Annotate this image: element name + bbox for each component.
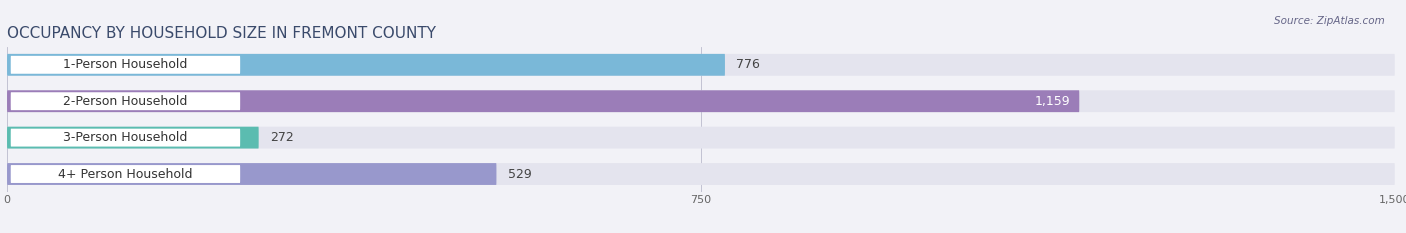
FancyBboxPatch shape xyxy=(7,163,496,185)
Text: Source: ZipAtlas.com: Source: ZipAtlas.com xyxy=(1274,16,1385,26)
Text: 3-Person Household: 3-Person Household xyxy=(63,131,187,144)
FancyBboxPatch shape xyxy=(11,92,240,110)
Text: 776: 776 xyxy=(737,58,759,71)
Text: 529: 529 xyxy=(508,168,531,181)
Text: 1,159: 1,159 xyxy=(1035,95,1070,108)
FancyBboxPatch shape xyxy=(11,56,240,74)
Text: 1-Person Household: 1-Person Household xyxy=(63,58,187,71)
Text: OCCUPANCY BY HOUSEHOLD SIZE IN FREMONT COUNTY: OCCUPANCY BY HOUSEHOLD SIZE IN FREMONT C… xyxy=(7,26,436,41)
Text: 2-Person Household: 2-Person Household xyxy=(63,95,187,108)
FancyBboxPatch shape xyxy=(7,54,1395,76)
Text: 272: 272 xyxy=(270,131,294,144)
FancyBboxPatch shape xyxy=(7,127,259,149)
FancyBboxPatch shape xyxy=(7,127,1395,149)
FancyBboxPatch shape xyxy=(7,163,1395,185)
Text: 4+ Person Household: 4+ Person Household xyxy=(58,168,193,181)
FancyBboxPatch shape xyxy=(7,54,725,76)
FancyBboxPatch shape xyxy=(7,90,1395,112)
FancyBboxPatch shape xyxy=(11,165,240,183)
FancyBboxPatch shape xyxy=(11,129,240,147)
FancyBboxPatch shape xyxy=(7,90,1080,112)
